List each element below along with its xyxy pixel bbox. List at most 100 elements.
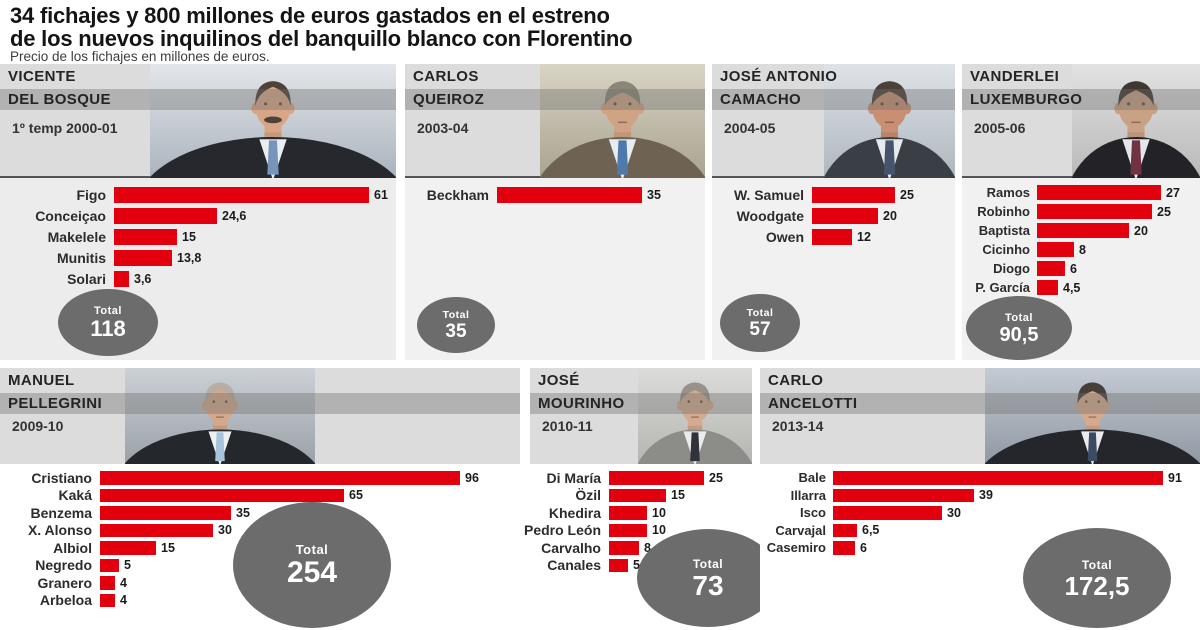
coach-name-line1: MANUEL <box>8 372 75 389</box>
coach-season: 2003-04 <box>417 120 469 136</box>
coach-header-jos-antonio-camacho: JOSÉ ANTONIO CAMACHO 2004-05 <box>712 64 955 178</box>
coach-name-line1: CARLO <box>768 372 824 389</box>
player-row: Özil 15 <box>505 487 757 505</box>
player-fee-bar <box>1037 185 1161 200</box>
player-name: Woodgate <box>736 207 804 224</box>
player-name: Albiol <box>53 539 92 556</box>
head <box>1118 83 1154 129</box>
coach-season: 2013-14 <box>772 418 824 434</box>
player-fee-bar <box>1037 242 1074 257</box>
coach-photo-frame <box>540 64 705 178</box>
player-row: Munitis 13,8 <box>0 247 396 268</box>
coach-name-line2: MOURINHO <box>538 395 625 412</box>
player-fee-value: 5 <box>633 558 640 573</box>
title-line-1: 34 fichajes y 800 millones de euros gast… <box>10 3 610 28</box>
player-fee-value: 3,6 <box>134 271 152 286</box>
player-name: Özil <box>575 487 601 504</box>
tie <box>690 432 700 462</box>
player-row: Owen 12 <box>712 226 955 247</box>
total-label: Total <box>1081 557 1113 572</box>
coach-name-strip <box>962 89 1200 110</box>
player-fee-value: 12 <box>857 229 871 244</box>
coach-name-line1: CARLOS <box>413 68 479 85</box>
player-row: Negredo 5 <box>0 557 520 575</box>
eye-right <box>895 102 899 106</box>
page-title: 34 fichajes y 800 millones de euros gast… <box>10 3 633 50</box>
player-name: Pedro León <box>523 522 601 539</box>
eye-left <box>264 102 268 106</box>
eye-right <box>278 102 282 106</box>
head <box>205 384 235 423</box>
player-fee-bar <box>1037 261 1065 276</box>
player-fee-value: 5 <box>124 558 131 573</box>
tie <box>1087 432 1098 462</box>
player-name: Owen <box>765 228 804 245</box>
player-row: Baptista 20 <box>962 221 1200 240</box>
eye-right <box>224 400 228 403</box>
player-name: P. García <box>975 280 1030 295</box>
player-fee-value: 30 <box>947 505 961 520</box>
player-row: X. Alonso 30 <box>0 522 520 540</box>
eye-right <box>1141 102 1145 106</box>
player-fee-value: 24,6 <box>222 208 247 223</box>
player-row: Cicinho 8 <box>962 240 1200 259</box>
total-label: Total <box>442 309 470 321</box>
player-fee-value: 27 <box>1166 185 1180 200</box>
total-label: Total <box>692 556 724 571</box>
coach-season: 1º temp 2000-01 <box>12 120 118 136</box>
coach-photo <box>150 64 396 178</box>
coach-header-carlos-queiroz: CARLOS QUEIROZ 2003-04 <box>405 64 705 178</box>
coach-photo <box>1072 64 1200 178</box>
player-name: Carvalho <box>541 539 601 556</box>
coach-name-strip <box>530 393 752 414</box>
player-fee-value: 20 <box>883 208 897 223</box>
player-fee-value: 91 <box>1168 470 1182 485</box>
total-value: 73 <box>692 569 724 601</box>
player-fee-bar <box>812 207 878 224</box>
player-name: Carvajal <box>775 522 826 538</box>
player-fee-value: 4,5 <box>1063 280 1081 295</box>
player-row: Bale 91 <box>760 469 1200 487</box>
player-row: Kaká 65 <box>0 487 520 505</box>
eye-left <box>880 102 884 106</box>
player-fee-bar <box>833 488 974 502</box>
player-row: Granero 4 <box>0 574 520 592</box>
coach-season: 2005-06 <box>974 120 1026 136</box>
player-fee-value: 8 <box>644 540 651 555</box>
player-fee-bar <box>609 506 647 520</box>
player-row: Solari 3,6 <box>0 268 396 289</box>
tie <box>616 140 629 175</box>
player-row: Arbeloa 4 <box>0 592 520 610</box>
player-fee-value: 61 <box>374 187 388 202</box>
player-name: Negredo <box>35 557 92 574</box>
hair <box>205 382 235 404</box>
head <box>680 384 710 423</box>
player-fee-value: 6,5 <box>862 523 880 538</box>
player-row: W. Samuel 25 <box>712 184 955 205</box>
coach-photo-frame <box>985 368 1200 464</box>
player-name: Diogo <box>993 261 1030 276</box>
eye-left <box>1085 400 1088 403</box>
coach-photo <box>125 368 315 464</box>
coach-name-line2: DEL BOSQUE <box>8 91 111 108</box>
eye-left <box>1127 102 1131 106</box>
player-fee-bar <box>100 488 344 502</box>
coach-photo <box>638 368 752 464</box>
total-value: 118 <box>90 316 126 341</box>
player-fee-value: 8 <box>1079 242 1086 257</box>
player-fee-bar <box>497 186 642 203</box>
player-name: Conceiçao <box>35 207 106 224</box>
player-name: Beckham <box>426 186 489 203</box>
total-badge-carlo-ancelotti: Total 172,5 <box>1023 528 1171 628</box>
coach-header-vanderlei-luxemburgo: VANDERLEI LUXEMBURGO 2005-06 <box>962 64 1200 178</box>
player-fee-bar <box>100 506 231 520</box>
coach-name-line1: JOSÉ ANTONIO <box>720 68 838 85</box>
coach-name-strip <box>0 89 396 110</box>
total-badge-jos-antonio-camacho: Total 57 <box>720 294 800 352</box>
player-row: Woodgate 20 <box>712 205 955 226</box>
player-fee-value: 6 <box>1070 261 1077 276</box>
total-label: Total <box>1005 311 1033 324</box>
player-name: Khedira <box>548 504 601 521</box>
coach-name-line2: ANCELOTTI <box>768 395 858 412</box>
player-fee-bar <box>114 228 177 245</box>
